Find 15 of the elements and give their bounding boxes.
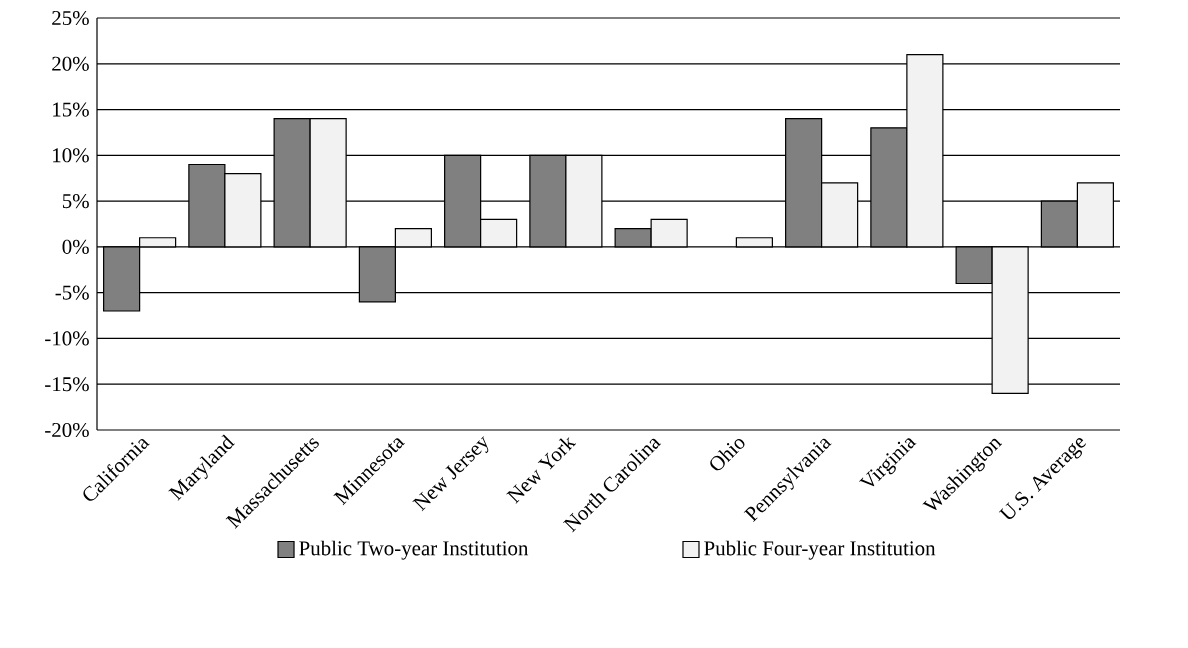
y-tick-label: 10% xyxy=(53,148,89,163)
bar xyxy=(735,237,773,248)
y-tick-label: -5% xyxy=(55,285,89,300)
y-tick-label: -10% xyxy=(45,331,89,346)
x-tick-label: New York xyxy=(506,437,577,504)
y-tick-label: 0% xyxy=(62,239,89,254)
y-tick-label: 25% xyxy=(52,10,89,26)
y-tick-label: -15% xyxy=(45,377,89,392)
y-tick-label: 15% xyxy=(53,102,89,117)
x-tick-label: Ohio xyxy=(710,438,745,471)
y-tick-label: 5% xyxy=(62,194,89,209)
y-tick-label: -20% xyxy=(45,422,89,438)
legend-label: Public Two-year Institution xyxy=(299,540,529,560)
y-tick-label: 20% xyxy=(52,56,89,71)
legend-label: Public Four-year Institution xyxy=(704,540,936,560)
